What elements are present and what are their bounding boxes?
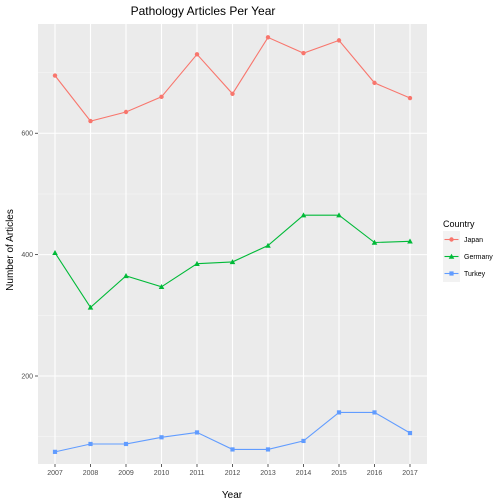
x-tick-label: 2010 [154,470,170,477]
data-point-turkey [230,447,235,452]
x-tick-label: 2014 [296,470,312,477]
data-point-germany [194,260,200,266]
x-tick-label: 2015 [331,470,347,477]
data-point-japan [230,91,235,96]
x-tick-label: 2016 [367,470,383,477]
data-point-japan [159,94,164,100]
data-point-japan [52,73,58,78]
y-tick-label: 600 [21,131,33,138]
data-point-turkey [372,410,377,415]
data-point-germany [371,239,378,245]
data-point-japan [301,50,306,56]
data-point-japan [265,35,271,40]
data-point-turkey [301,438,306,444]
y-tick-label: 400 [21,252,33,259]
x-tick-label: 2017 [402,470,418,477]
x-axis-title: Year [222,490,243,501]
data-point-turkey [194,430,200,435]
legend-label-turkey: Turkey [464,271,486,278]
data-point-germany [158,283,165,290]
legend-label-germany: Germany [464,254,493,261]
data-point-germany [229,259,236,265]
x-tick-label: 2007 [47,470,63,477]
legend-marker-japan [449,237,454,242]
series-points [52,35,413,454]
data-point-germany [123,273,129,279]
data-point-turkey [265,447,271,452]
x-tick-label: 2008 [83,470,99,477]
legend: Country Japan Germany Turkey [443,219,493,282]
data-point-germany [336,212,342,218]
x-tick-label: 2013 [260,470,276,477]
data-point-japan [88,118,93,124]
data-point-germany [300,212,307,218]
data-point-turkey [159,435,164,440]
data-point-japan [194,52,200,57]
data-point-turkey [88,441,93,447]
data-point-germany [87,304,94,310]
data-point-germany [265,242,271,248]
data-point-japan [372,80,377,86]
data-point-germany [407,238,413,244]
data-point-turkey [52,449,58,454]
data-point-turkey [407,430,413,436]
legend-marker-germany [448,253,455,259]
y-tick-label: 200 [21,374,33,381]
x-axis-ticks: 2007 2008 2009 2010 2011 2012 2013 2014 2015 2016… [47,464,418,477]
x-tick-label: 2009 [118,470,134,477]
y-axis-title: Number of Articles [5,209,16,291]
data-point-germany [52,250,58,256]
legend-label-japan: Japan [464,237,483,244]
data-point-japan [123,109,129,115]
data-point-turkey [336,410,342,415]
x-tick-label: 2012 [225,470,241,477]
x-tick-label: 2011 [189,470,204,477]
data-point-japan [336,38,342,43]
data-point-japan [407,95,413,101]
chart-title: Pathology Articles Per Year [131,4,276,18]
legend-marker-turkey [449,271,454,276]
y-axis-ticks: 200 400 600 [21,131,38,381]
legend-title: Country [443,219,475,229]
data-point-turkey [123,441,129,447]
